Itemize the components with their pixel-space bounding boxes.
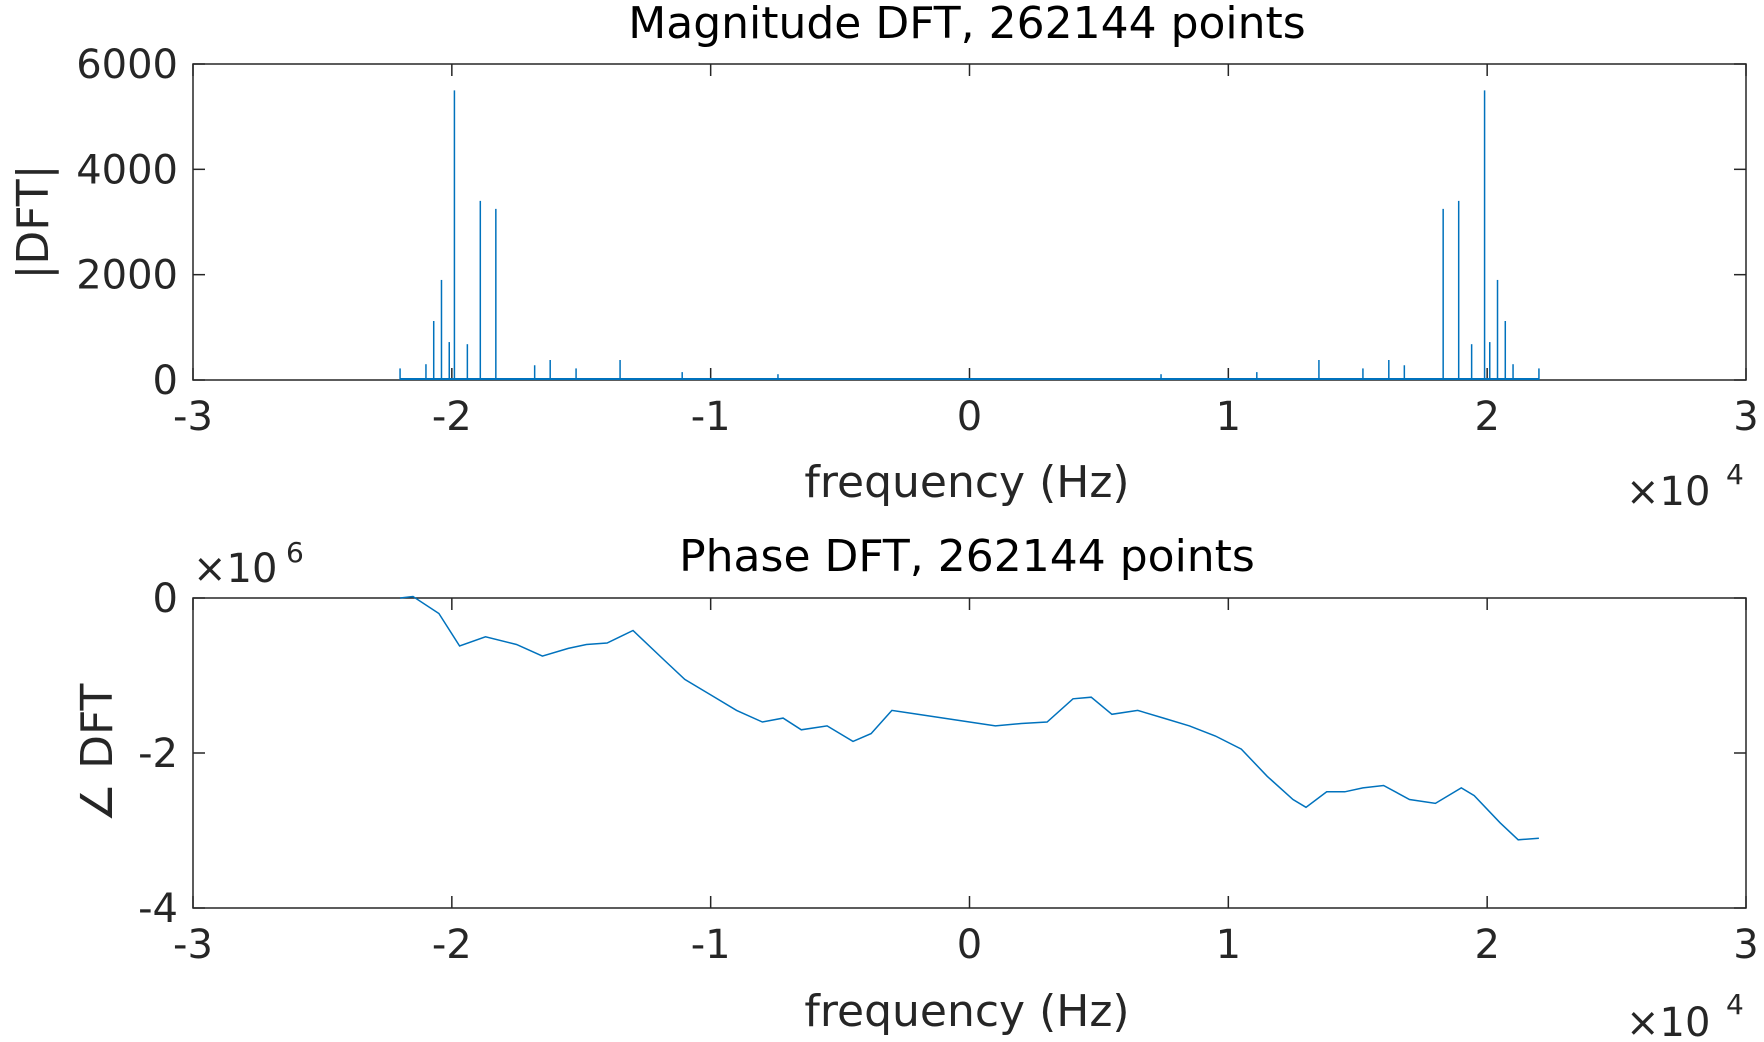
- magnitude-x-tick-label: -3: [173, 394, 213, 440]
- magnitude-axes-box: [192, 63, 1747, 381]
- phase-y-tick-label: -4: [138, 886, 178, 932]
- magnitude-x-tick-label: 1: [1216, 394, 1241, 440]
- magnitude-x-multiplier: ×10 4: [1626, 458, 1744, 515]
- phase-x-tick-label: 3: [1733, 922, 1758, 968]
- magnitude-x-tick-label: -2: [432, 394, 472, 440]
- phase-y-tick-label: -2: [138, 731, 178, 777]
- magnitude-x-tick-label: 2: [1474, 394, 1499, 440]
- magnitude-x-ticks: -3 -2 -1 0 1 2 3: [173, 64, 1759, 440]
- phase-x-tick-label: 1: [1216, 922, 1241, 968]
- phase-x-ticks: -3 -2 -1 0 1 2 3: [173, 598, 1759, 968]
- magnitude-x-tick-label: 0: [957, 394, 982, 440]
- phase-x-tick-label: 0: [957, 922, 982, 968]
- magnitude-x-tick-label: 3: [1733, 394, 1758, 440]
- phase-y-label: ∠ DFT: [72, 684, 123, 823]
- magnitude-y-tick-label: 2000: [76, 253, 178, 299]
- phase-y-times-ten: ×10: [193, 546, 277, 592]
- magnitude-x-exponent: 4: [1726, 458, 1744, 491]
- magnitude-y-label: |DFT|: [8, 165, 59, 280]
- phase-subplot: Phase DFT, 262144 points ×10 6 -3 -2 -1 0 1 2…: [72, 531, 1759, 1042]
- phase-series: [400, 595, 1539, 841]
- phase-x-exponent: 4: [1726, 988, 1744, 1021]
- phase-x-label: frequency (Hz): [804, 986, 1129, 1037]
- magnitude-y-tick-label: 4000: [76, 147, 178, 193]
- phase-x-tick-label: -1: [691, 922, 731, 968]
- phase-x-tick-label: -2: [432, 922, 472, 968]
- magnitude-title: Magnitude DFT, 262144 points: [628, 0, 1305, 49]
- phase-axes-box: [192, 597, 1747, 909]
- phase-y-tick-label: 0: [153, 576, 178, 622]
- magnitude-x-tick-label: -1: [691, 394, 731, 440]
- phase-line: [400, 595, 1539, 841]
- phase-y-ticks: -4 -2 0: [138, 576, 1746, 932]
- phase-x-multiplier: ×10 4: [1626, 988, 1744, 1042]
- magnitude-y-tick-label: 6000: [76, 42, 178, 88]
- magnitude-x-label: frequency (Hz): [804, 457, 1129, 508]
- phase-title: Phase DFT, 262144 points: [679, 531, 1255, 582]
- phase-x-tick-label: -3: [173, 922, 213, 968]
- magnitude-series: [399, 90, 1540, 380]
- magnitude-y-tick-label: 0: [153, 358, 178, 404]
- magnitude-x-times-ten: ×10: [1626, 469, 1710, 515]
- magnitude-y-ticks: 0 2000 4000 6000: [76, 42, 1746, 404]
- phase-y-exponent: 6: [286, 536, 304, 569]
- phase-x-tick-label: 2: [1474, 922, 1499, 968]
- magnitude-subplot: Magnitude DFT, 262144 points -3 -2 -1 0 1 2 3 …: [8, 0, 1759, 515]
- phase-x-times-ten: ×10: [1626, 1000, 1710, 1042]
- phase-y-multiplier: ×10 6: [193, 536, 304, 592]
